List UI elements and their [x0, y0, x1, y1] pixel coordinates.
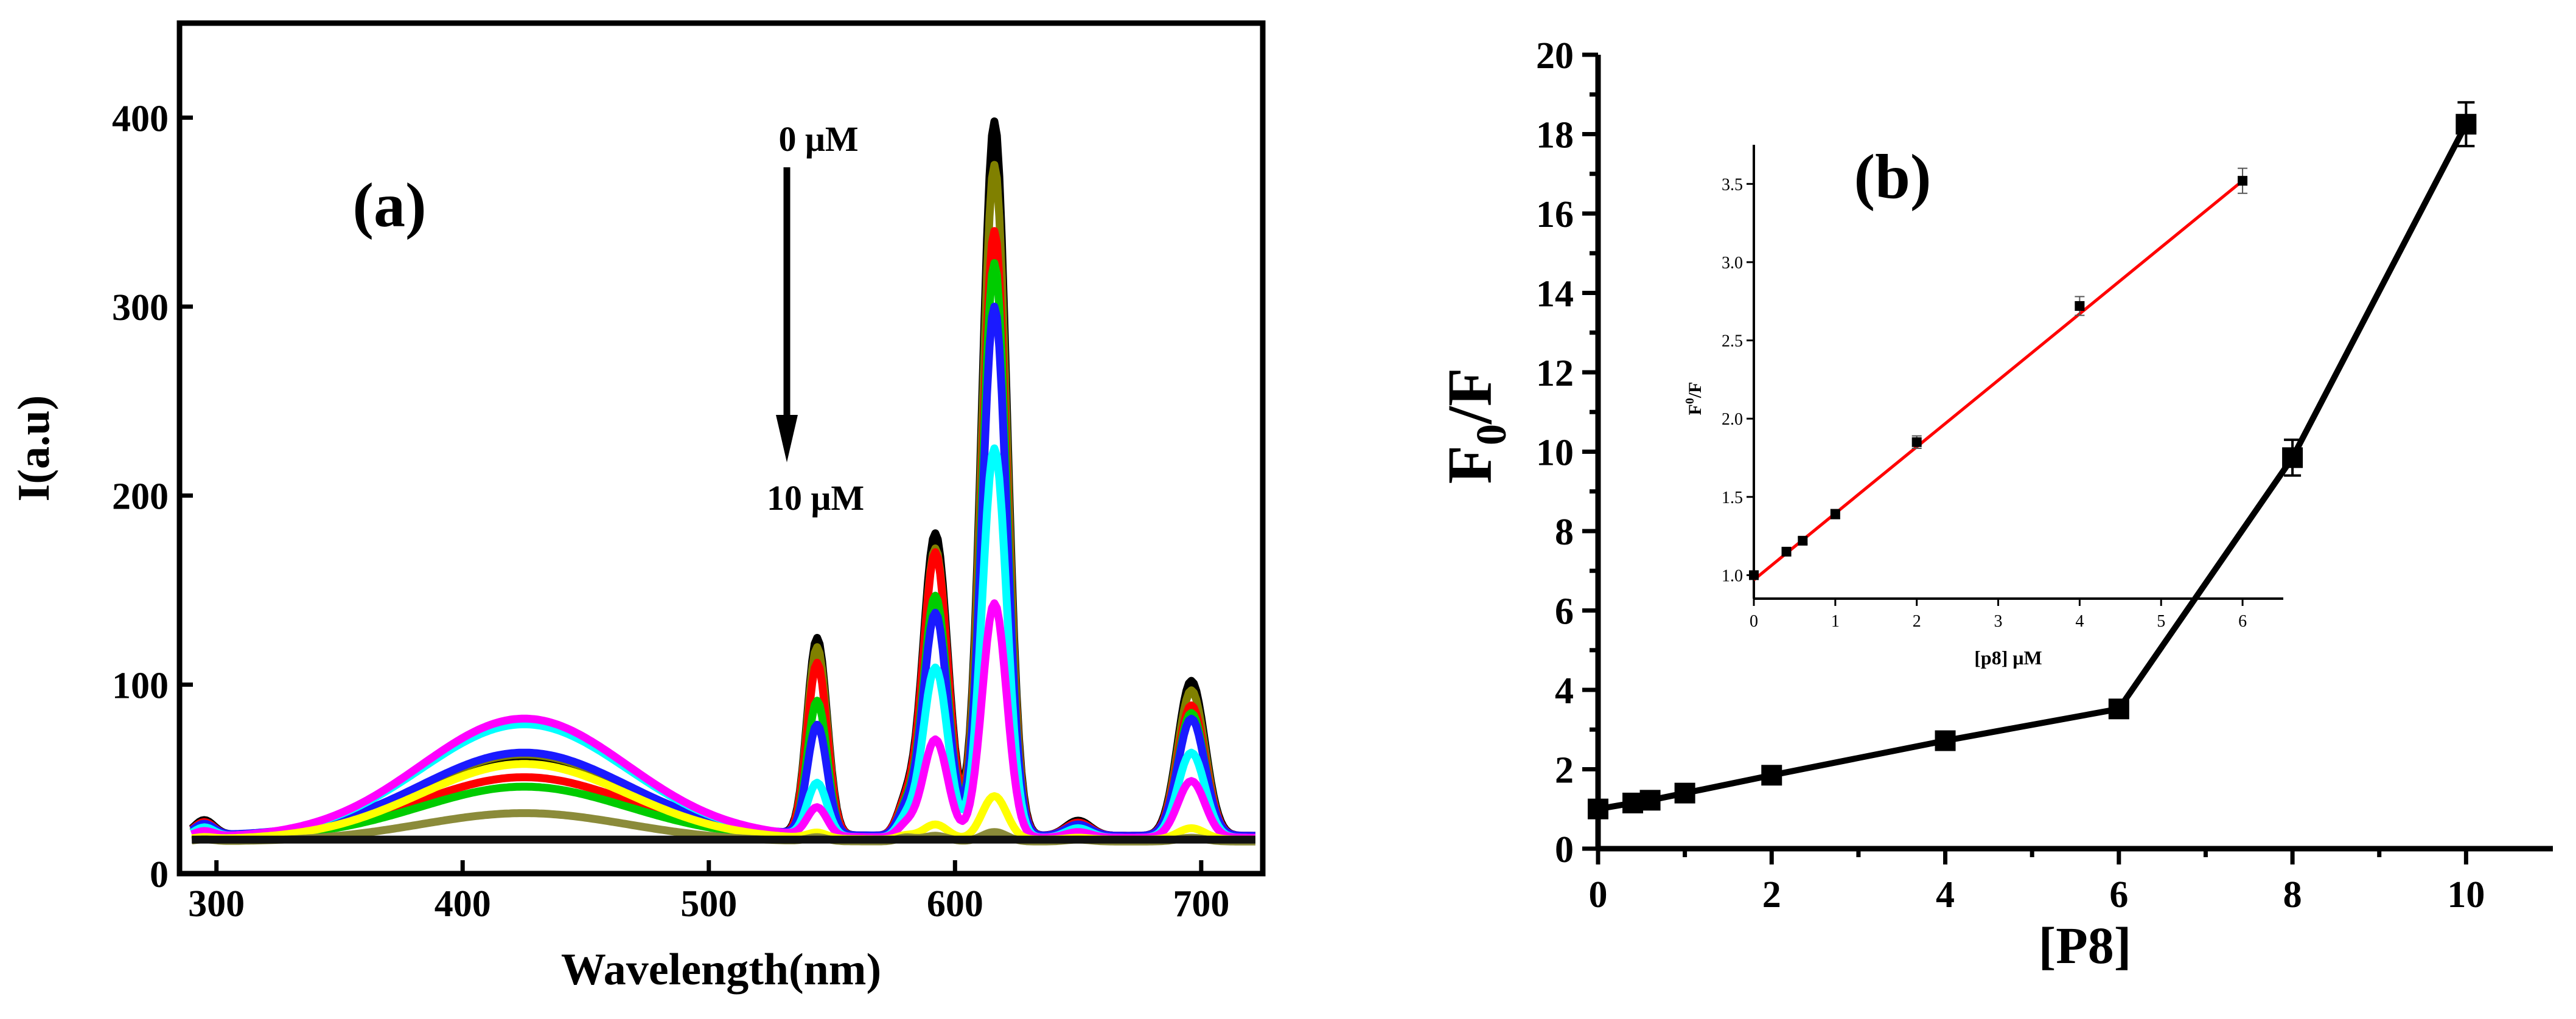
inset-data-point — [2075, 301, 2085, 311]
y-tick-label: 2 — [1555, 750, 1574, 791]
panel-a-series — [189, 117, 1257, 846]
x-tick-label: 600 — [927, 883, 983, 925]
inset-y-tick-label: 1.5 — [1722, 489, 1743, 507]
spectrum-0-m — [189, 117, 1257, 840]
x-tick-label: 2 — [1762, 874, 1781, 916]
y-tick-label: 8 — [1555, 512, 1574, 553]
inset-ticks: 0 1 2 3 4 5 6 1.0 1.5 2.0 2.5 3.0 3.5 — [1722, 175, 2247, 631]
inset-x-tick-label: 0 — [1750, 612, 1758, 631]
data-point — [2456, 114, 2477, 135]
inset-y-tick-label: 2.0 — [1722, 410, 1743, 429]
y-tick-label: 100 — [112, 665, 169, 706]
inset-data-point — [1830, 509, 1840, 520]
y-tick-label: 300 — [112, 287, 169, 329]
y-tick-label: 10 — [1536, 433, 1574, 474]
panel-a-ticks: 300 400 500 600 700 0 100 200 300 400 — [112, 98, 1229, 925]
x-tick-label: 6 — [2109, 874, 2128, 916]
data-point — [1639, 790, 1661, 811]
y-tick-label: 6 — [1555, 591, 1574, 633]
data-point — [1674, 782, 1695, 804]
inset-xlabel: [p8] μM — [1974, 647, 2042, 669]
y-tick-label: 400 — [112, 98, 169, 139]
annotation-top: 0 μM — [778, 119, 858, 159]
y-tick-label: 0 — [1555, 829, 1574, 871]
spectrum-6 — [190, 599, 1257, 842]
spectrum-3 — [189, 259, 1257, 842]
inset-x-tick-label: 2 — [1913, 612, 1921, 631]
x-tick-label: 400 — [435, 883, 491, 925]
y-tick-label: 0 — [150, 854, 169, 896]
inset-data-point — [1749, 570, 1759, 580]
inset-data-point — [2238, 176, 2248, 186]
x-tick-label: 500 — [680, 883, 737, 925]
decrease-arrowhead — [776, 415, 798, 462]
data-point — [1622, 792, 1644, 813]
panel-b-label: (b) — [1854, 142, 1931, 212]
panel-a-xlabel: Wavelength(nm) — [561, 945, 881, 995]
spectrum-2 — [189, 227, 1257, 840]
inset-series — [1749, 167, 2248, 582]
inset-y-tick-label: 3.0 — [1722, 254, 1743, 273]
panel-b-xlabel: [P8] — [2039, 916, 2132, 975]
data-point — [2108, 698, 2129, 720]
y-tick-label: 20 — [1536, 35, 1574, 77]
data-point — [2282, 447, 2303, 468]
spectrum-4 — [189, 302, 1257, 840]
inset-ylabel: F0/F — [1683, 382, 1705, 416]
inset-x-tick-label: 5 — [2157, 612, 2165, 631]
inset-x-tick-label: 1 — [1831, 612, 1840, 631]
x-tick-label: 10 — [2447, 874, 2485, 916]
inset-y-tick-label: 2.5 — [1722, 332, 1743, 351]
inset-x-tick-label: 6 — [2238, 612, 2247, 631]
x-tick-label: 700 — [1173, 883, 1229, 925]
y-tick-label: 200 — [112, 476, 169, 518]
panel-b-ylabel: F0/F — [1435, 368, 1515, 484]
data-point — [1588, 798, 1608, 819]
y-tick-label: 14 — [1536, 274, 1574, 315]
spectrum-5 — [189, 444, 1257, 842]
x-tick-label: 8 — [2283, 874, 2302, 916]
inset-y-tick-label: 1.0 — [1722, 566, 1743, 585]
annotation-bottom: 10 μM — [767, 478, 864, 518]
inset-data-point — [1781, 546, 1792, 557]
x-tick-label: 0 — [1589, 874, 1608, 916]
x-tick-label: 4 — [1936, 874, 1955, 916]
x-tick-label: 300 — [188, 883, 245, 925]
panel-a-label: (a) — [352, 170, 426, 240]
inset-x-tick-label: 3 — [1994, 612, 2003, 631]
data-point — [1935, 730, 1956, 751]
y-tick-label: 16 — [1536, 194, 1574, 235]
spectrum-1 — [189, 161, 1257, 842]
y-tick-label: 4 — [1555, 670, 1574, 712]
f0f-line — [1597, 122, 2469, 812]
panel-a-ylabel: I(a.u) — [9, 395, 59, 502]
inset-fit-line — [1753, 179, 2244, 582]
y-tick-label: 18 — [1536, 115, 1574, 156]
y-tick-label: 12 — [1536, 353, 1574, 394]
panel-b-series — [1588, 101, 2477, 819]
panel-a-frame — [176, 20, 1266, 877]
inset-y-tick-label: 3.5 — [1722, 175, 1743, 194]
inset-data-point — [1911, 437, 1922, 447]
panel-a-chart: 300 400 500 600 700 0 100 200 300 400 Wavelength(… — [9, 20, 1266, 995]
inset-x-tick-label: 4 — [2075, 612, 2084, 631]
inset-chart: 0 1 2 3 4 5 6 1.0 1.5 2.0 2.5 3.0 3.5 [p8] μM F0/F — [1683, 145, 2283, 669]
data-point — [1761, 765, 1782, 786]
inset-data-point — [1798, 535, 1808, 546]
